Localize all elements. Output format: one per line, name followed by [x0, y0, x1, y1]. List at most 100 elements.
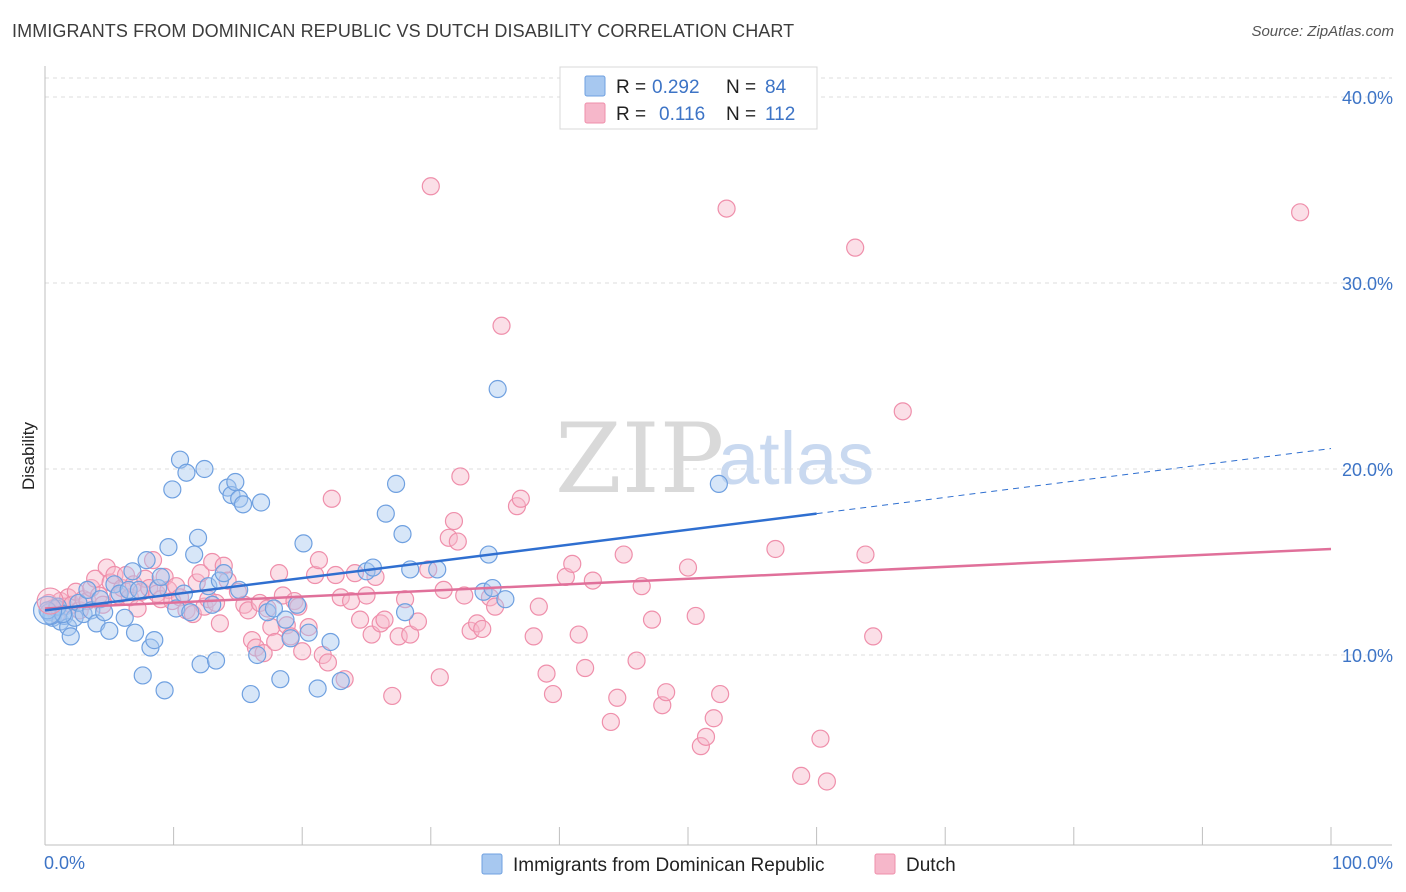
bottom-legend-swatch-dutch [874, 853, 896, 875]
data-point [233, 495, 253, 514]
data-point [331, 588, 350, 607]
top-legend: R = 0.292 N = 84 R = 0.116 N = 112 [559, 66, 818, 130]
data-point [309, 551, 329, 570]
data-point [299, 617, 318, 637]
data-point [408, 612, 428, 631]
data-point [691, 737, 710, 756]
y-axis-label: Disability [19, 421, 38, 490]
trendline-dominican-extension [816, 448, 1332, 515]
data-point [281, 629, 300, 648]
chart-title: IMMIGRANTS FROM DOMINICAN REPUBLIC VS DU… [12, 21, 795, 41]
legend-n-value-0: 84 [765, 77, 787, 98]
data-point [293, 642, 312, 661]
data-point [163, 480, 182, 499]
data-point [529, 597, 548, 616]
data-point [321, 632, 340, 652]
data-point [473, 619, 492, 639]
data-point [188, 528, 208, 547]
data-point [151, 567, 170, 586]
data-point [383, 686, 402, 706]
data-point [444, 511, 464, 531]
data-point [657, 683, 676, 702]
legend-r-value-0: 0.292 [652, 77, 700, 98]
data-point [65, 608, 84, 627]
data-point [357, 586, 376, 605]
data-point [331, 671, 350, 691]
data-point [846, 238, 865, 257]
x-tick-label-max: 100.0% [1332, 853, 1393, 873]
data-point [386, 474, 406, 493]
data-point [203, 595, 222, 614]
data-point [1291, 203, 1310, 222]
legend-swatch-dutch [584, 102, 606, 124]
data-point [601, 712, 620, 732]
data-point [811, 729, 830, 748]
data-point [271, 670, 290, 689]
data-point [276, 610, 295, 629]
data-point [308, 679, 327, 698]
trendline-dominican [44, 512, 817, 612]
x-tick-label-min: 0.0% [44, 853, 85, 873]
data-point [455, 586, 474, 605]
data-point [376, 504, 395, 523]
data-point [461, 621, 480, 640]
data-point [254, 644, 273, 663]
data-point [467, 614, 487, 633]
data-point [61, 627, 80, 646]
data-point [125, 623, 145, 642]
data-point [123, 562, 142, 581]
data-point [350, 610, 370, 629]
y-tick-label: 20.0% [1342, 460, 1393, 480]
data-point [226, 472, 245, 492]
data-point [167, 599, 186, 618]
data-point [563, 554, 582, 573]
axis-layer: 10.0% 20.0% 30.0% 40.0% 0.0% 100.0% [44, 66, 1393, 873]
watermark-zip: ZIP [555, 403, 724, 515]
bottom-legend-label-dominican: Immigrants from Dominican Republic [513, 855, 825, 876]
data-point [78, 580, 97, 600]
source-text: Source: ZipAtlas.com [1251, 23, 1394, 40]
data-point [195, 459, 214, 479]
legend-n-label-1: N = [726, 104, 756, 125]
data-point [608, 688, 627, 707]
watermark: ZIP atlas [555, 403, 874, 515]
data-point [893, 402, 912, 421]
data-point [214, 556, 233, 575]
data-point [115, 608, 134, 627]
data-point [248, 645, 267, 665]
data-point [206, 651, 226, 670]
data-point [273, 586, 293, 605]
data-point [817, 772, 836, 791]
data-point [137, 551, 156, 570]
bottom-legend: Immigrants from Dominican Republic Dutch [481, 853, 956, 876]
data-point [856, 545, 875, 564]
watermark-atlas: atlas [718, 417, 874, 500]
data-point [119, 580, 138, 600]
data-point [129, 580, 148, 600]
data-point [642, 610, 662, 629]
data-point [717, 199, 736, 218]
data-point [100, 621, 119, 640]
y-tick-label: 10.0% [1342, 646, 1393, 666]
data-point [448, 532, 467, 551]
data-point [393, 524, 412, 544]
data-point [266, 632, 285, 652]
data-point [203, 552, 222, 572]
data-point [191, 655, 210, 674]
data-point [583, 571, 602, 590]
data-point [709, 474, 728, 493]
data-point [133, 666, 152, 685]
data-point [294, 534, 313, 553]
data-point [537, 664, 556, 683]
data-point [97, 558, 116, 577]
data-point [496, 590, 515, 609]
data-point [576, 658, 595, 678]
bottom-legend-label-dutch: Dutch [906, 855, 956, 876]
data-point [439, 528, 458, 547]
data-point [214, 564, 233, 583]
data-point [569, 625, 588, 644]
data-point [210, 614, 229, 633]
data-point [241, 684, 260, 704]
trend-layer [44, 448, 1332, 612]
data-point [711, 684, 730, 704]
